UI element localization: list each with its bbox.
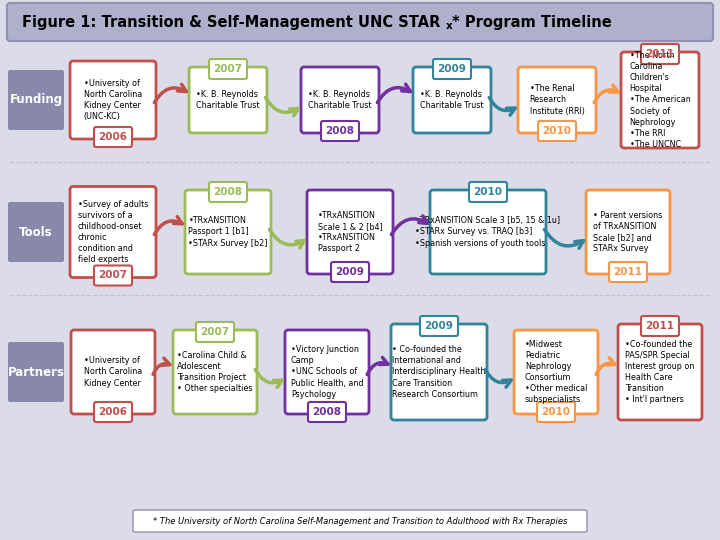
Text: 2009: 2009 (425, 321, 454, 331)
Text: •Midwest
Pediatric
Nephrology
Consortium
•Other medical
subspecialists: •Midwest Pediatric Nephrology Consortium… (525, 340, 588, 404)
FancyBboxPatch shape (196, 322, 234, 342)
FancyBboxPatch shape (8, 70, 64, 130)
Text: •The North
Carolina
Children's
Hospital
•The American
Society of
Nephrology
•The: •The North Carolina Children's Hospital … (629, 51, 690, 149)
Text: 2006: 2006 (99, 132, 127, 142)
FancyBboxPatch shape (469, 182, 507, 202)
FancyBboxPatch shape (331, 262, 369, 282)
Text: 2008: 2008 (325, 126, 354, 136)
FancyBboxPatch shape (133, 510, 587, 532)
Text: Funding: Funding (9, 93, 63, 106)
FancyBboxPatch shape (209, 182, 247, 202)
FancyBboxPatch shape (321, 121, 359, 141)
FancyBboxPatch shape (8, 202, 64, 262)
Text: •TRxANSITION
Scale 1 & 2 [b4]
•TRxANSITION
Passport 2: •TRxANSITION Scale 1 & 2 [b4] •TRxANSITI… (318, 211, 382, 253)
Text: •K. B. Reynolds
Charitable Trust: •K. B. Reynolds Charitable Trust (197, 90, 260, 110)
Text: •Victory Junction
Camp
•UNC Schools of
Public Health, and
Psychology: •Victory Junction Camp •UNC Schools of P… (291, 345, 364, 399)
FancyBboxPatch shape (308, 402, 346, 422)
FancyBboxPatch shape (94, 266, 132, 286)
Text: 2006: 2006 (99, 407, 127, 417)
FancyBboxPatch shape (301, 67, 379, 133)
Text: •Co-founded the
PAS/SPR Special
Interest group on
Health Care
Transition
• Int'l: •Co-founded the PAS/SPR Special Interest… (625, 340, 695, 404)
FancyBboxPatch shape (538, 121, 576, 141)
Text: •University of
North Carolina
Kidney Center
(UNC-KC): •University of North Carolina Kidney Cen… (84, 79, 142, 121)
FancyBboxPatch shape (518, 67, 596, 133)
Text: • Parent versions
of TRxANSITION
Scale [b2] and
STARx Survey: • Parent versions of TRxANSITION Scale [… (593, 211, 662, 253)
FancyBboxPatch shape (609, 262, 647, 282)
FancyBboxPatch shape (641, 316, 679, 336)
FancyBboxPatch shape (586, 190, 670, 274)
Text: Figure 1: Transition & Self-Management UNC STAR: Figure 1: Transition & Self-Management U… (22, 15, 441, 30)
FancyBboxPatch shape (8, 342, 64, 402)
Text: 2009: 2009 (438, 64, 467, 74)
FancyBboxPatch shape (70, 61, 156, 139)
FancyBboxPatch shape (621, 52, 699, 148)
Text: •The Renal
Research
Institute (RRI): •The Renal Research Institute (RRI) (530, 84, 585, 116)
Text: 2007: 2007 (99, 271, 127, 280)
FancyBboxPatch shape (433, 59, 471, 79)
Text: •Carolina Child &
Adolescent
Transition Project
• Other specialties: •Carolina Child & Adolescent Transition … (177, 351, 253, 393)
Text: • Co-founded the
International and
Interdisciplinary Health
Care Transition
Rese: • Co-founded the International and Inter… (392, 345, 486, 399)
Text: 2011: 2011 (646, 321, 675, 331)
Text: 2009: 2009 (336, 267, 364, 277)
FancyBboxPatch shape (618, 324, 702, 420)
Text: Tools: Tools (19, 226, 53, 239)
Text: 2010: 2010 (474, 187, 503, 197)
FancyBboxPatch shape (7, 3, 713, 41)
Text: x: x (446, 21, 453, 31)
Text: 2008: 2008 (214, 187, 243, 197)
Text: •K. B. Reynolds
Charitable Trust: •K. B. Reynolds Charitable Trust (420, 90, 484, 110)
Text: 2010: 2010 (541, 407, 570, 417)
FancyBboxPatch shape (209, 59, 247, 79)
FancyBboxPatch shape (307, 190, 393, 274)
Text: Partners: Partners (7, 366, 65, 379)
Text: 2007: 2007 (200, 327, 230, 337)
Text: 2011: 2011 (646, 49, 675, 59)
FancyBboxPatch shape (514, 330, 598, 414)
FancyBboxPatch shape (537, 402, 575, 422)
FancyBboxPatch shape (413, 67, 491, 133)
FancyBboxPatch shape (391, 324, 487, 420)
FancyBboxPatch shape (189, 67, 267, 133)
FancyBboxPatch shape (94, 402, 132, 422)
Text: •Survey of adults
survivors of a
childhood-onset
chronic
condition and
field exp: •Survey of adults survivors of a childho… (78, 200, 148, 264)
FancyBboxPatch shape (70, 186, 156, 278)
FancyBboxPatch shape (430, 190, 546, 274)
FancyBboxPatch shape (185, 190, 271, 274)
Text: 2010: 2010 (542, 126, 572, 136)
FancyBboxPatch shape (420, 316, 458, 336)
Text: * The University of North Carolina Self-Management and Transition to Adulthood w: * The University of North Carolina Self-… (153, 516, 567, 525)
FancyBboxPatch shape (94, 127, 132, 147)
Text: 2008: 2008 (312, 407, 341, 417)
Text: 2011: 2011 (613, 267, 642, 277)
Text: •TRxANSITION
Passport 1 [b1]
•STARx Survey [b2]: •TRxANSITION Passport 1 [b1] •STARx Surv… (188, 217, 268, 248)
FancyBboxPatch shape (641, 44, 679, 64)
Text: •University of
North Carolina
Kidney Center: •University of North Carolina Kidney Cen… (84, 356, 142, 388)
Text: •TRxANSITION Scale 3 [b5, 15 & 1u]
•STARx Survey vs. TRAQ [b3]
•Spanish versions: •TRxANSITION Scale 3 [b5, 15 & 1u] •STAR… (415, 217, 561, 248)
FancyBboxPatch shape (71, 330, 155, 414)
Text: •K. B. Reynolds
Charitable Trust: •K. B. Reynolds Charitable Trust (308, 90, 372, 110)
Text: * Program Timeline: * Program Timeline (452, 15, 612, 30)
FancyBboxPatch shape (173, 330, 257, 414)
Text: 2007: 2007 (213, 64, 243, 74)
FancyBboxPatch shape (285, 330, 369, 414)
